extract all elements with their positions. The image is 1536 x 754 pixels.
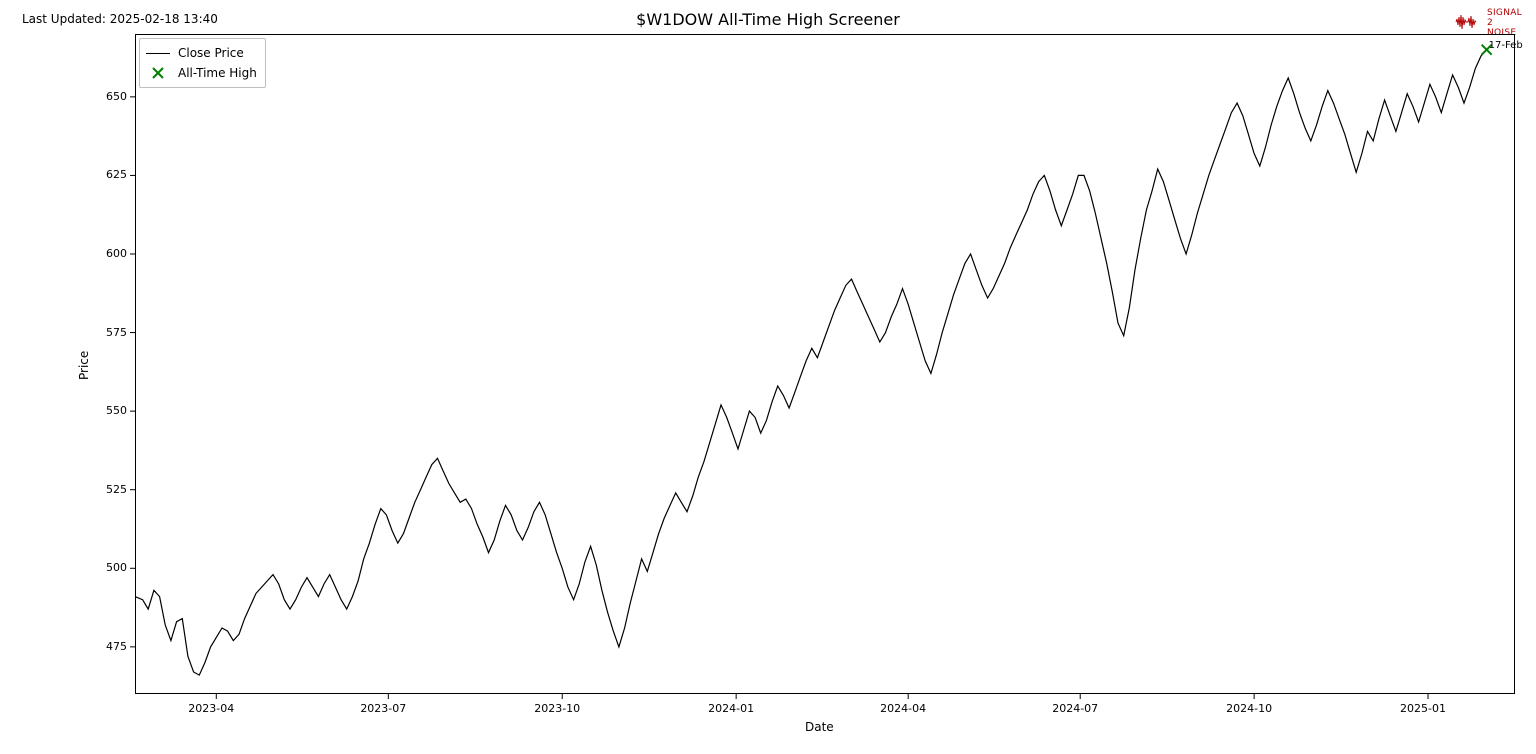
x-tick-label: 2024-04 (880, 702, 926, 715)
x-tick-label: 2024-07 (1052, 702, 1098, 715)
y-tick-label: 550 (106, 404, 127, 417)
legend-item: All-Time High (146, 63, 257, 83)
legend-label: Close Price (178, 46, 244, 60)
y-tick-label: 625 (106, 168, 127, 181)
x-tick-label: 2023-07 (360, 702, 406, 715)
legend-label: All-Time High (178, 66, 257, 80)
logo-wave-icon (1455, 13, 1485, 34)
ath-annotation: 17-Feb (1489, 40, 1523, 51)
legend-item: Close Price (146, 43, 257, 63)
legend-marker-icon (146, 66, 170, 80)
y-tick-label: 500 (106, 561, 127, 574)
legend: Close Price All-Time High (139, 38, 266, 88)
chart-title: $W1DOW All-Time High Screener (0, 10, 1536, 29)
chart-plot-area (135, 34, 1515, 694)
price-line (135, 50, 1487, 675)
y-tick-label: 525 (106, 483, 127, 496)
y-tick-label: 600 (106, 247, 127, 260)
y-tick-label: 650 (106, 90, 127, 103)
y-tick-label: 575 (106, 326, 127, 339)
x-tick-label: 2023-04 (188, 702, 234, 715)
x-tick-label: 2024-10 (1226, 702, 1272, 715)
x-tick-label: 2024-01 (708, 702, 754, 715)
y-axis-label: Price (77, 351, 91, 380)
y-tick-label: 475 (106, 640, 127, 653)
x-tick-label: 2023-10 (534, 702, 580, 715)
x-axis-label: Date (805, 720, 834, 734)
x-tick-label: 2025-01 (1400, 702, 1446, 715)
legend-line-icon (146, 53, 170, 54)
